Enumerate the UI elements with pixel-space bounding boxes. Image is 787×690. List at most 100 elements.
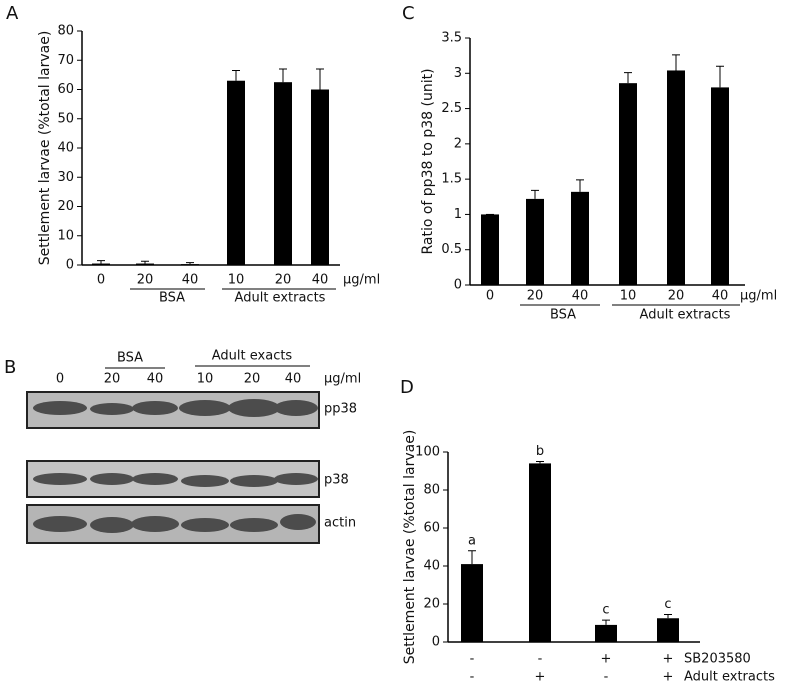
error-bar xyxy=(602,619,610,625)
panel-label: A xyxy=(6,3,19,24)
treatment-name: Adult extracts xyxy=(684,670,775,685)
bar xyxy=(711,87,729,286)
error-bar xyxy=(468,550,476,565)
lane-label: 10 xyxy=(197,372,214,387)
lane-label: 20 xyxy=(104,372,121,387)
x-tick-label: 20 xyxy=(668,289,685,304)
bar xyxy=(571,191,589,285)
unit-label: μg/ml xyxy=(324,372,361,387)
lane-label: 0 xyxy=(56,372,64,387)
x-tick-label: 0 xyxy=(97,273,105,288)
y-tick-label: 40 xyxy=(57,141,74,156)
group-label: BSA xyxy=(117,351,143,366)
x-tick-label: 20 xyxy=(275,273,292,288)
x-tick-label: 20 xyxy=(137,273,154,288)
panel-label: D xyxy=(400,377,414,398)
y-tick-label: 40 xyxy=(423,559,440,574)
bar xyxy=(274,82,292,265)
x-tick-label: 40 xyxy=(312,273,329,288)
group-label: Adult exacts xyxy=(212,349,293,364)
error-bar xyxy=(716,65,724,88)
treatment-sign: + xyxy=(535,670,546,685)
y-tick-label: 70 xyxy=(57,53,74,68)
y-axis-label: Settlement larvae (%total larvae) xyxy=(37,31,53,266)
x-tick-label: 10 xyxy=(620,289,637,304)
group-label: BSA xyxy=(550,308,576,323)
y-tick-label: 80 xyxy=(423,483,440,498)
bar xyxy=(461,564,483,642)
x-tick-label: 20 xyxy=(527,289,544,304)
error-bar xyxy=(624,72,632,84)
error-bar xyxy=(232,69,240,81)
treatment-sign: + xyxy=(601,652,612,667)
treatment-sign: - xyxy=(604,670,609,685)
y-tick-label: 50 xyxy=(57,111,74,126)
bar xyxy=(526,198,544,285)
error-bar xyxy=(672,54,680,71)
x-tick-label: 40 xyxy=(182,273,199,288)
y-tick-label: 3.5 xyxy=(441,31,462,46)
panel-label: C xyxy=(402,3,415,24)
y-axis-label: Settlement larvae (%total larvae) xyxy=(402,430,418,665)
y-tick-label: 0.5 xyxy=(441,242,462,257)
treatment-name: SB203580 xyxy=(684,652,751,667)
group-label: Adult extracts xyxy=(640,308,731,323)
error-bar xyxy=(141,260,149,264)
treatment-sign: - xyxy=(470,670,475,685)
lane-label: 40 xyxy=(285,372,302,387)
annotation: c xyxy=(664,597,671,612)
y-tick-label: 2.5 xyxy=(441,101,462,116)
bar xyxy=(311,89,329,265)
treatment-sign: + xyxy=(663,670,674,685)
treatment-sign: - xyxy=(538,652,543,667)
y-axis-label: Ratio of pp38 to p38 (unit) xyxy=(420,68,436,254)
treatment-sign: + xyxy=(663,652,674,667)
bar xyxy=(529,463,551,642)
y-tick-label: 2 xyxy=(454,136,462,151)
band-label: pp38 xyxy=(324,402,357,417)
bar xyxy=(227,80,245,265)
y-tick-label: 0 xyxy=(66,258,74,273)
error-bar xyxy=(316,68,324,90)
error-bar xyxy=(536,461,544,464)
lane-label: 40 xyxy=(147,372,164,387)
y-tick-label: 10 xyxy=(57,228,74,243)
unit-label: μg/ml xyxy=(343,273,380,288)
error-bar xyxy=(664,613,672,619)
x-tick-label: 40 xyxy=(712,289,729,304)
bar xyxy=(92,263,110,265)
y-tick-label: 80 xyxy=(57,24,74,39)
band-label: p38 xyxy=(324,473,349,488)
error-bar xyxy=(186,262,194,265)
bar xyxy=(657,618,679,642)
y-tick-label: 0 xyxy=(454,278,462,293)
unit-label: μg/ml xyxy=(740,289,777,304)
annotation: b xyxy=(536,444,544,459)
bar xyxy=(181,264,199,265)
y-tick-label: 1.5 xyxy=(441,172,462,187)
bar xyxy=(481,214,499,285)
bar xyxy=(667,70,685,285)
y-tick-label: 1 xyxy=(454,207,462,222)
treatment-sign: - xyxy=(470,652,475,667)
error-bar xyxy=(279,68,287,83)
lane-label: 20 xyxy=(244,372,261,387)
panel-b: B BSA Adult exacts 0 20 40 10 20 40 μg/m… xyxy=(4,349,361,544)
bar xyxy=(136,263,154,265)
y-tick-label: 60 xyxy=(423,521,440,536)
x-tick-label: 10 xyxy=(228,273,245,288)
error-bar xyxy=(97,260,105,264)
error-bar xyxy=(531,189,539,199)
panel-label: B xyxy=(4,357,16,378)
y-tick-label: 60 xyxy=(57,82,74,97)
bar xyxy=(595,624,617,642)
annotation: c xyxy=(602,603,609,618)
band-label: actin xyxy=(324,516,356,531)
group-label: Adult extracts xyxy=(235,291,326,306)
annotation: a xyxy=(468,533,476,548)
group-label: BSA xyxy=(159,291,185,306)
y-tick-label: 20 xyxy=(423,597,440,612)
error-bar xyxy=(576,179,584,192)
y-tick-label: 100 xyxy=(415,445,440,460)
